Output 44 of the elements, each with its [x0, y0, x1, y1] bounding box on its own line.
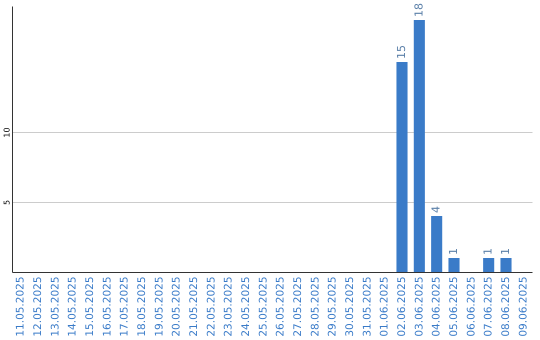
bar [448, 258, 460, 272]
x-tick-label: 25.05.2025 [257, 276, 270, 337]
x-tick-label: 09.06.2025 [517, 276, 530, 337]
x-tick-label: 31.05.2025 [361, 276, 374, 337]
x-tick-label: 23.05.2025 [222, 276, 235, 337]
y-tick-label: 5 [2, 200, 12, 206]
x-tick-label: 21.05.2025 [188, 276, 200, 337]
x-tick-label: 29.05.2025 [326, 276, 339, 337]
x-tick-label: 03.06.2025 [413, 276, 426, 337]
x-tick-label: 06.06.2025 [465, 276, 478, 337]
x-tick-label: 04.06.2025 [430, 276, 443, 337]
bar [431, 216, 442, 272]
data-label: 18 [412, 3, 426, 17]
x-tick-label: 07.06.2025 [482, 276, 495, 337]
x-tick-label: 30.05.2025 [344, 276, 356, 337]
x-tick-label: 13.05.2025 [49, 276, 62, 337]
x-tick-label: 17.05.2025 [118, 276, 131, 337]
data-label: 15 [395, 45, 408, 59]
x-tick-label: 12.05.2025 [32, 276, 44, 337]
x-tick-label: 01.06.2025 [378, 276, 391, 337]
bar [483, 258, 494, 272]
x-tick-label: 28.05.2025 [309, 276, 322, 337]
x-tick-label: 05.06.2025 [448, 276, 460, 337]
data-label: 1 [499, 248, 512, 255]
x-tick-label: 11.05.2025 [14, 276, 27, 337]
x-tick-label: 18.05.2025 [136, 276, 148, 337]
x-tick-label: 02.06.2025 [396, 276, 408, 337]
data-label: 4 [430, 206, 443, 213]
data-label: 1 [447, 248, 460, 255]
x-tick-label: 27.05.2025 [292, 276, 304, 337]
x-tick-label: 16.05.2025 [101, 276, 114, 337]
bar [500, 258, 512, 272]
data-label: 1 [482, 248, 495, 255]
bar [396, 62, 408, 272]
x-tick-label: 08.06.2025 [500, 276, 512, 337]
x-tick-label: 15.05.2025 [84, 276, 96, 337]
x-tick-label: 22.05.2025 [205, 276, 218, 337]
x-tick-label: 14.05.2025 [66, 276, 79, 337]
x-tick-label: 20.05.2025 [170, 276, 183, 337]
x-tick-label: 19.05.2025 [153, 276, 166, 337]
x-tick-label: 24.05.2025 [240, 276, 252, 337]
x-tick-label: 26.05.2025 [274, 276, 287, 337]
y-tick-label: 10 [2, 127, 12, 138]
bar [414, 20, 425, 272]
